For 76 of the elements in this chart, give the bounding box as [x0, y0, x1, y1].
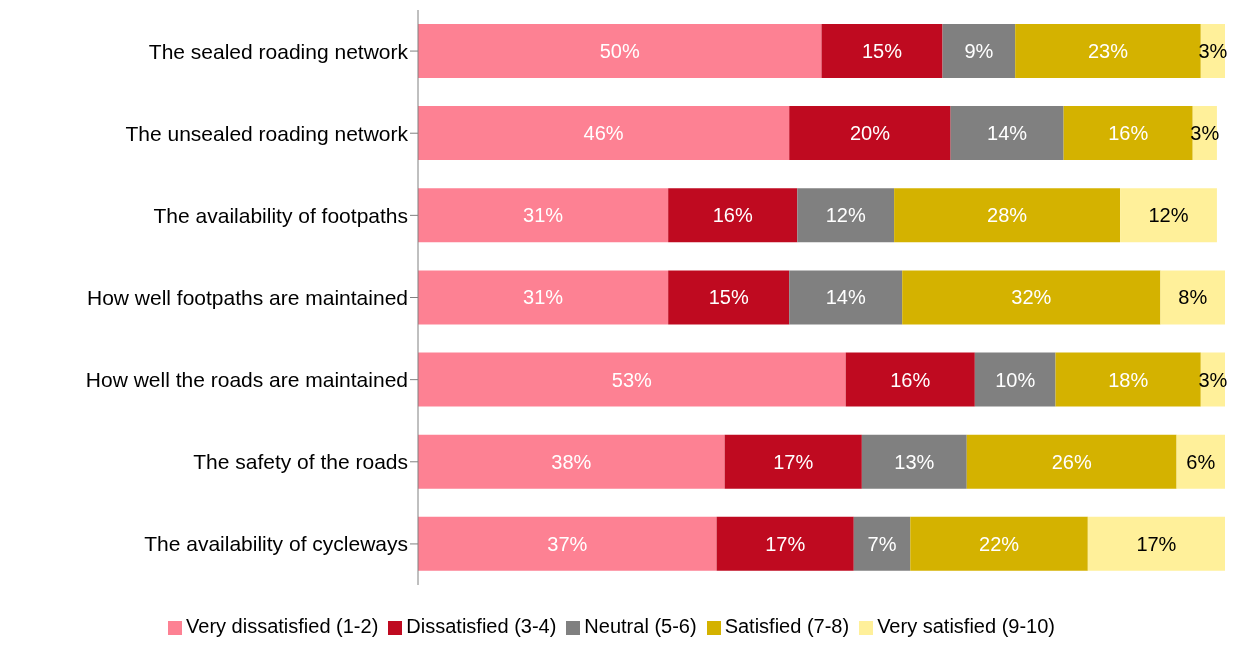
- bar: [853, 516, 911, 571]
- data-label: 31%: [523, 204, 564, 227]
- data-label: 26%: [1051, 450, 1092, 473]
- bar: [902, 270, 1161, 325]
- data-label: 7%: [867, 532, 897, 555]
- bar: [668, 270, 790, 325]
- data-label: 31%: [523, 286, 564, 309]
- bar: [845, 352, 975, 407]
- bar: [821, 23, 943, 78]
- y-tick-label: How well footpaths are maintained: [86, 285, 408, 309]
- bar: [797, 188, 895, 243]
- bar: [1087, 516, 1225, 571]
- y-tick-label: The unsealed roading network: [125, 121, 409, 145]
- bar: [950, 106, 1064, 161]
- data-label: 12%: [825, 204, 866, 227]
- legend-label: Dissatisfied (3-4): [406, 615, 557, 637]
- legend-label: Satisfied (7-8): [724, 615, 850, 637]
- bar: [1063, 106, 1193, 161]
- data-label: 15%: [862, 39, 903, 62]
- data-label: 17%: [773, 450, 814, 473]
- bar: [418, 270, 669, 325]
- data-label: 6%: [1186, 450, 1216, 473]
- data-label: 14%: [987, 122, 1028, 145]
- bar: [716, 516, 854, 571]
- bar: [418, 188, 669, 243]
- bar: [724, 434, 862, 489]
- data-label: 32%: [1011, 286, 1052, 309]
- bar: [974, 352, 1056, 407]
- y-tick-label: The availability of cycleways: [144, 532, 408, 556]
- data-label: 20%: [849, 122, 891, 145]
- bar: [1120, 188, 1217, 243]
- data-label: 9%: [964, 39, 994, 62]
- data-label: 18%: [1108, 368, 1149, 391]
- legend-label: Neutral (5-6): [584, 615, 697, 637]
- data-label: 22%: [979, 532, 1020, 555]
- y-tick-label: How well the roads are maintained: [85, 368, 408, 392]
- data-label: 10%: [995, 368, 1036, 391]
- data-label: 15%: [708, 286, 749, 309]
- bar: [942, 23, 1016, 78]
- bar: [966, 434, 1177, 489]
- data-label: 16%: [890, 368, 931, 391]
- bar: [418, 516, 717, 571]
- y-tick-label: The safety of the roads: [193, 450, 408, 474]
- data-label: 16%: [1108, 122, 1149, 145]
- data-label: 38%: [551, 450, 592, 473]
- bar: [1055, 352, 1201, 407]
- bar: [910, 516, 1088, 571]
- bar: [789, 270, 903, 325]
- data-label: 12%: [1148, 204, 1189, 227]
- bar: [418, 434, 725, 489]
- legend-label: Very dissatisfied (1-2): [186, 615, 379, 637]
- bar: [418, 106, 790, 161]
- bar: [789, 106, 951, 161]
- bar: [668, 188, 798, 243]
- data-label: 13%: [894, 450, 935, 473]
- data-label: 46%: [583, 122, 624, 145]
- data-label: 50%: [599, 39, 640, 62]
- y-tick-label: The sealed roading network: [148, 39, 409, 63]
- data-label: 16%: [712, 204, 753, 227]
- data-label: 28%: [987, 204, 1028, 227]
- bar: [1160, 270, 1225, 325]
- bar: [861, 434, 967, 489]
- data-label: 17%: [1136, 532, 1177, 555]
- y-tick-label: The availability of footpaths: [153, 203, 408, 227]
- data-label: 14%: [825, 286, 866, 309]
- data-label: 23%: [1087, 39, 1129, 62]
- bar: [1015, 23, 1201, 78]
- bar: [418, 23, 822, 78]
- data-label: 37%: [547, 532, 588, 555]
- bar: [1176, 434, 1225, 489]
- legend-label: Very satisfied (9-10): [877, 615, 1055, 637]
- data-label: 17%: [765, 532, 806, 555]
- bar: [894, 188, 1121, 243]
- data-label: 53%: [611, 368, 653, 391]
- bar: [418, 352, 846, 407]
- data-label: 8%: [1178, 286, 1208, 309]
